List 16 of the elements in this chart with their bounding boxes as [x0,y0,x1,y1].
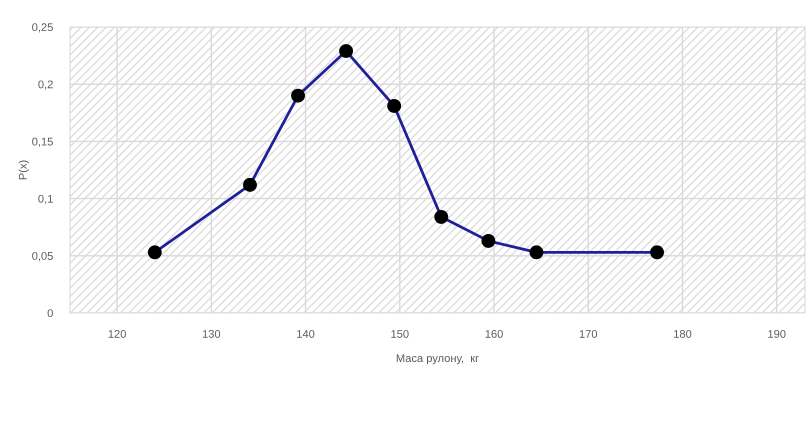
x-tick-label: 150 [391,330,409,338]
y-tick-label: 0,15 [32,138,53,147]
y-axis-title: P(x) [18,160,29,180]
x-tick-label: 170 [580,330,598,338]
x-axis-title: Маса рулону, кг [396,354,479,364]
y-tick-label: 0,05 [32,252,53,262]
x-tick-label: 130 [202,330,220,338]
y-tick-label: 0,2 [38,80,53,90]
x-tick-label: 190 [768,330,786,338]
x-tick-label: 160 [486,330,503,338]
x-tick-label: 120 [108,330,126,338]
y-tick-label: 0 [48,309,53,318]
y-tick-label: 0,1 [38,194,53,204]
x-tick-label: 140 [297,330,314,338]
y-tick-label: 0,25 [32,23,53,32]
x-tick-label: 180 [674,330,692,338]
